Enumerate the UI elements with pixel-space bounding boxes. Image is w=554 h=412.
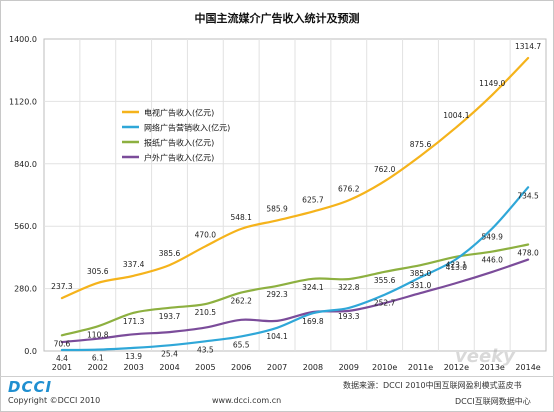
data-label: 1149.0 (479, 79, 505, 88)
y-tick-label: 840.0 (14, 160, 37, 169)
organization-text: DCCI互联网数据中心 (455, 397, 531, 406)
x-tick-label: 2010e (372, 363, 397, 372)
x-tick-label: 2013e (480, 363, 505, 372)
series-line-0 (60, 56, 530, 300)
x-tick-label: 2002 (88, 363, 108, 372)
series-line-1 (60, 186, 530, 352)
data-label: 110.8 (87, 330, 109, 339)
data-label: 262.2 (230, 297, 252, 306)
x-tick-label: 2003 (123, 363, 143, 372)
legend-label: 网络广告营销收入(亿元) (144, 123, 230, 133)
data-label: 734.5 (517, 191, 539, 200)
x-tick-label: 2004 (159, 363, 179, 372)
data-label: 423.1 (446, 261, 468, 270)
copyright-text: Copyright ©DCCI 2010 (8, 396, 101, 405)
y-tick-label: 280.0 (14, 285, 37, 294)
data-label: 385.6 (159, 249, 181, 258)
y-tick-label: 560.0 (14, 222, 37, 231)
data-label: 549.9 (481, 232, 503, 241)
data-label: 70.6 (54, 339, 71, 348)
data-label: 355.6 (374, 276, 396, 285)
watermark-text: veeky (455, 346, 515, 367)
data-label: 478.0 (517, 248, 539, 257)
legend-label: 户外广告收入(亿元) (144, 153, 214, 163)
data-label: 324.1 (302, 283, 324, 292)
data-label: 413.0 (446, 263, 468, 272)
x-tick-label: 2006 (231, 363, 251, 372)
data-label: 337.4 (123, 260, 145, 269)
data-label: 292.3 (266, 290, 288, 299)
data-label: 171.3 (123, 317, 145, 326)
x-tick-label: 2005 (195, 363, 215, 372)
y-tick-label: 1120.0 (9, 97, 37, 106)
data-label: 305.6 (87, 267, 109, 276)
data-label: 210.5 (195, 308, 217, 317)
series-line-3 (60, 258, 530, 344)
data-label: 625.7 (302, 196, 324, 205)
legend-label: 报纸广告收入(亿元) (144, 138, 214, 148)
x-tick-label: 2011e (408, 363, 433, 372)
data-label: 875.6 (410, 140, 432, 149)
footer-divider (0, 376, 554, 377)
data-label: 4.4 (56, 354, 68, 363)
y-tick-label: 1400.0 (9, 35, 37, 44)
x-tick-label: 2008 (303, 363, 323, 372)
data-label: 1314.7 (515, 42, 541, 51)
data-label: 43.5 (197, 345, 214, 354)
data-label: 1004.1 (443, 111, 469, 120)
x-tick-label: 2012e (444, 363, 469, 372)
data-label: 193.3 (338, 312, 360, 321)
legend-label: 电视广告收入(亿元) (144, 108, 214, 118)
data-label: 548.1 (230, 213, 252, 222)
data-label: 322.8 (338, 283, 360, 292)
dcci-logo: DCCI (8, 378, 53, 396)
data-label: 331.0 (410, 281, 432, 290)
data-source-text: 数据来源：DCCI 2010中国互联网盈利模式蓝皮书 (343, 381, 522, 390)
data-label: 169.8 (302, 317, 324, 326)
data-label: 385.0 (410, 269, 432, 278)
data-label: 6.1 (92, 354, 104, 363)
x-tick-label: 2001 (52, 363, 72, 372)
data-label: 25.4 (161, 349, 178, 358)
website-text: www.dcci.com.cn (212, 396, 282, 405)
data-label: 252.7 (374, 299, 396, 308)
series-line-2 (60, 243, 530, 337)
data-label: 762.0 (374, 165, 396, 174)
data-label: 65.5 (233, 340, 250, 349)
data-label: 446.0 (481, 256, 503, 265)
data-label: 470.0 (195, 230, 217, 239)
data-label: 104.1 (266, 332, 288, 341)
y-tick-label: 0.0 (24, 347, 37, 356)
data-label: 676.2 (338, 184, 360, 193)
data-label: 193.7 (159, 312, 181, 321)
x-tick-label: 2014e (515, 363, 540, 372)
data-label: 585.9 (266, 204, 288, 213)
x-tick-label: 2007 (267, 363, 287, 372)
x-tick-label: 2009 (339, 363, 359, 372)
data-label: 13.9 (125, 352, 142, 361)
chart-title: 中国主流媒介广告收入统计及预测 (194, 12, 360, 25)
data-label: 237.3 (51, 282, 73, 291)
